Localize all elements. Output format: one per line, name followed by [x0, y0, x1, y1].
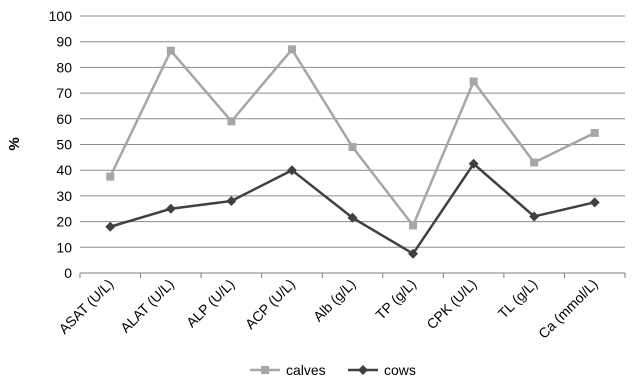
data-point-cows [165, 203, 176, 214]
series-line-cows [109, 162, 596, 255]
y-tick-label: 20 [56, 214, 72, 230]
axes [79, 272, 626, 278]
y-tick-label: 80 [56, 59, 72, 75]
data-point-calves [287, 45, 296, 54]
y-tick-label: 10 [56, 239, 72, 255]
data-point-calves [469, 77, 478, 86]
legend-swatch-marker [358, 365, 368, 375]
x-tick-label: ALP (U/L) [183, 276, 238, 331]
y-tick-label: 50 [56, 137, 72, 153]
y-tick-label: 0 [64, 265, 72, 281]
data-point-cows [347, 212, 358, 223]
data-point-cows [589, 197, 600, 208]
data-point-calves [348, 143, 357, 152]
series [105, 45, 600, 259]
series-calves [106, 45, 599, 230]
data-point-calves [530, 158, 539, 167]
series-cows [105, 158, 600, 259]
y-axis-ticks: 0 10 20 30 40 50 60 70 80 90 100 [49, 8, 73, 281]
legend-item-calves: calves [250, 362, 326, 378]
y-tick-label: 90 [56, 34, 72, 50]
series-line-calves [109, 48, 596, 227]
legend-label: cows [384, 362, 416, 378]
data-point-cows [105, 221, 116, 232]
y-tick-label: 70 [56, 85, 72, 101]
y-tick-label: 30 [56, 188, 72, 204]
data-point-calves [590, 128, 599, 137]
data-point-calves [106, 172, 115, 181]
x-tick-label: CPK (U/L) [423, 276, 479, 332]
x-axis-ticks: ASAT (U/L) ALAT (U/L) ALP (U/L) ACP (U/L) Al… [55, 276, 600, 342]
data-point-cows [408, 248, 419, 259]
data-point-cows [226, 196, 237, 207]
x-tick-label: ACP (U/L) [242, 276, 298, 332]
x-tick-label: TP (g/L) [372, 276, 419, 323]
data-point-calves [166, 46, 175, 55]
y-axis-title: % [6, 137, 23, 150]
data-point-cows [286, 165, 297, 176]
x-tick-label: ASAT (U/L) [55, 276, 116, 337]
data-point-calves [409, 221, 418, 230]
x-tick-label: Alb (g/L) [310, 276, 359, 325]
data-point-calves [227, 117, 236, 126]
y-tick-label: 40 [56, 162, 72, 178]
x-tick-label: TL (g/L) [495, 276, 541, 322]
x-tick-label: ALAT (U/L) [117, 276, 177, 336]
legend-swatch-marker [261, 366, 269, 374]
y-tick-label: 100 [49, 8, 73, 24]
x-tick-label: Ca (mmol/L) [535, 276, 601, 342]
data-point-cows [529, 211, 540, 222]
legend-item-cows: cows [348, 362, 416, 378]
legend: calves cows [250, 362, 416, 378]
data-point-cows [468, 158, 479, 169]
y-tick-label: 60 [56, 111, 72, 127]
legend-label: calves [286, 362, 326, 378]
